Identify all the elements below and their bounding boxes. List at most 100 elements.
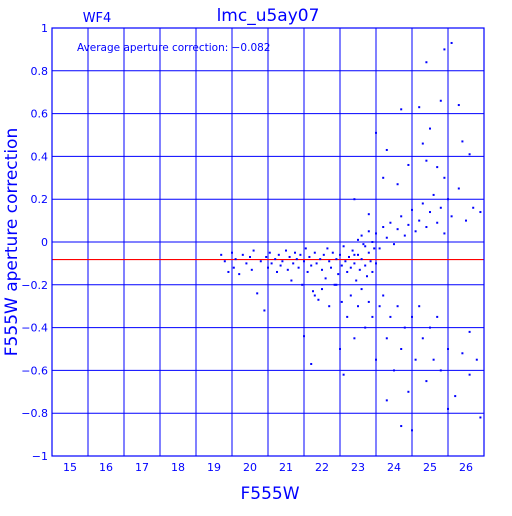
data-point	[425, 159, 428, 162]
data-point	[259, 260, 262, 263]
data-point	[425, 380, 428, 383]
data-point	[436, 315, 439, 318]
data-point	[447, 348, 449, 350]
data-point	[297, 266, 300, 269]
data-point	[414, 230, 417, 233]
data-point	[303, 260, 305, 263]
data-point	[461, 352, 464, 355]
data-point	[418, 219, 421, 222]
x-tick-label: 24	[387, 461, 401, 474]
data-point	[321, 288, 323, 291]
data-point	[304, 247, 307, 250]
chip-label: WF4	[83, 11, 112, 26]
data-point	[317, 298, 320, 301]
chart-title: lmc_u5ay07	[217, 6, 320, 26]
data-point	[364, 264, 367, 267]
data-point	[385, 337, 388, 340]
data-point	[294, 251, 296, 254]
data-point	[443, 232, 446, 235]
data-point	[414, 358, 417, 361]
y-tick-label: 0.4	[31, 150, 49, 163]
data-point	[353, 337, 356, 340]
data-point	[439, 206, 442, 209]
y-tick-label: 0	[41, 236, 48, 249]
data-point	[393, 369, 395, 372]
data-point	[472, 206, 475, 209]
data-point	[313, 251, 316, 254]
data-point	[468, 373, 471, 376]
data-point	[400, 425, 403, 428]
data-point	[454, 395, 457, 398]
data-point	[418, 305, 421, 308]
data-point	[355, 279, 358, 282]
data-point	[457, 104, 460, 107]
x-tick-label: 17	[135, 461, 149, 474]
data-point	[468, 153, 471, 156]
data-point	[385, 399, 388, 402]
data-point	[436, 221, 439, 224]
data-point	[385, 148, 388, 151]
data-point	[385, 236, 388, 239]
data-point	[396, 228, 399, 231]
data-point	[407, 223, 410, 226]
data-point	[324, 277, 327, 280]
data-point	[382, 294, 385, 297]
plot-frame	[51, 27, 485, 457]
x-tick-label: 26	[459, 461, 473, 474]
data-point	[362, 243, 365, 246]
data-point	[475, 358, 478, 361]
data-point	[308, 255, 311, 258]
data-point	[220, 253, 223, 256]
data-point	[348, 255, 350, 258]
data-point	[371, 315, 374, 318]
data-point	[340, 300, 343, 303]
data-point	[382, 226, 385, 229]
data-point	[303, 335, 305, 338]
data-point	[299, 253, 302, 256]
data-point	[342, 373, 345, 376]
data-point	[292, 262, 295, 265]
y-tick-label: −0.2	[21, 279, 48, 292]
data-point	[265, 255, 268, 258]
data-point	[310, 264, 313, 267]
data-point	[238, 273, 241, 276]
y-tick-label: −0.4	[21, 322, 48, 335]
data-point	[353, 198, 356, 201]
data-point	[339, 253, 341, 256]
average-correction-annotation: Average aperture correction: −0.082	[77, 42, 270, 54]
data-point	[315, 262, 318, 265]
data-point	[382, 176, 385, 179]
data-point	[364, 245, 367, 248]
data-point	[403, 234, 406, 237]
data-point	[447, 407, 449, 410]
data-point	[306, 270, 309, 273]
y-tick-labels: −1 −0.8 −0.6 −0.4 −0.2 0 0.2 0.4 0.6 0.8 1	[21, 22, 48, 463]
data-point	[267, 266, 269, 269]
data-point	[310, 362, 313, 365]
data-point	[461, 140, 464, 143]
data-point	[245, 262, 248, 265]
data-point	[335, 258, 338, 261]
data-point	[375, 131, 377, 134]
data-point	[290, 279, 293, 282]
data-point	[344, 260, 347, 263]
data-point	[326, 247, 329, 250]
data-point	[393, 243, 395, 246]
data-point	[378, 247, 381, 250]
data-point	[250, 268, 253, 271]
data-point	[439, 99, 442, 102]
data-point	[396, 305, 399, 308]
data-point	[429, 326, 431, 329]
data-point	[432, 358, 435, 361]
data-point	[425, 226, 428, 229]
data-point	[400, 108, 403, 111]
data-point	[337, 273, 340, 276]
data-point	[364, 326, 367, 329]
data-point	[346, 315, 349, 318]
data-point	[241, 253, 244, 256]
data-point	[468, 330, 471, 333]
data-point	[371, 270, 374, 273]
x-tick-label: 25	[423, 461, 437, 474]
data-point	[375, 232, 377, 235]
data-point	[447, 198, 449, 201]
